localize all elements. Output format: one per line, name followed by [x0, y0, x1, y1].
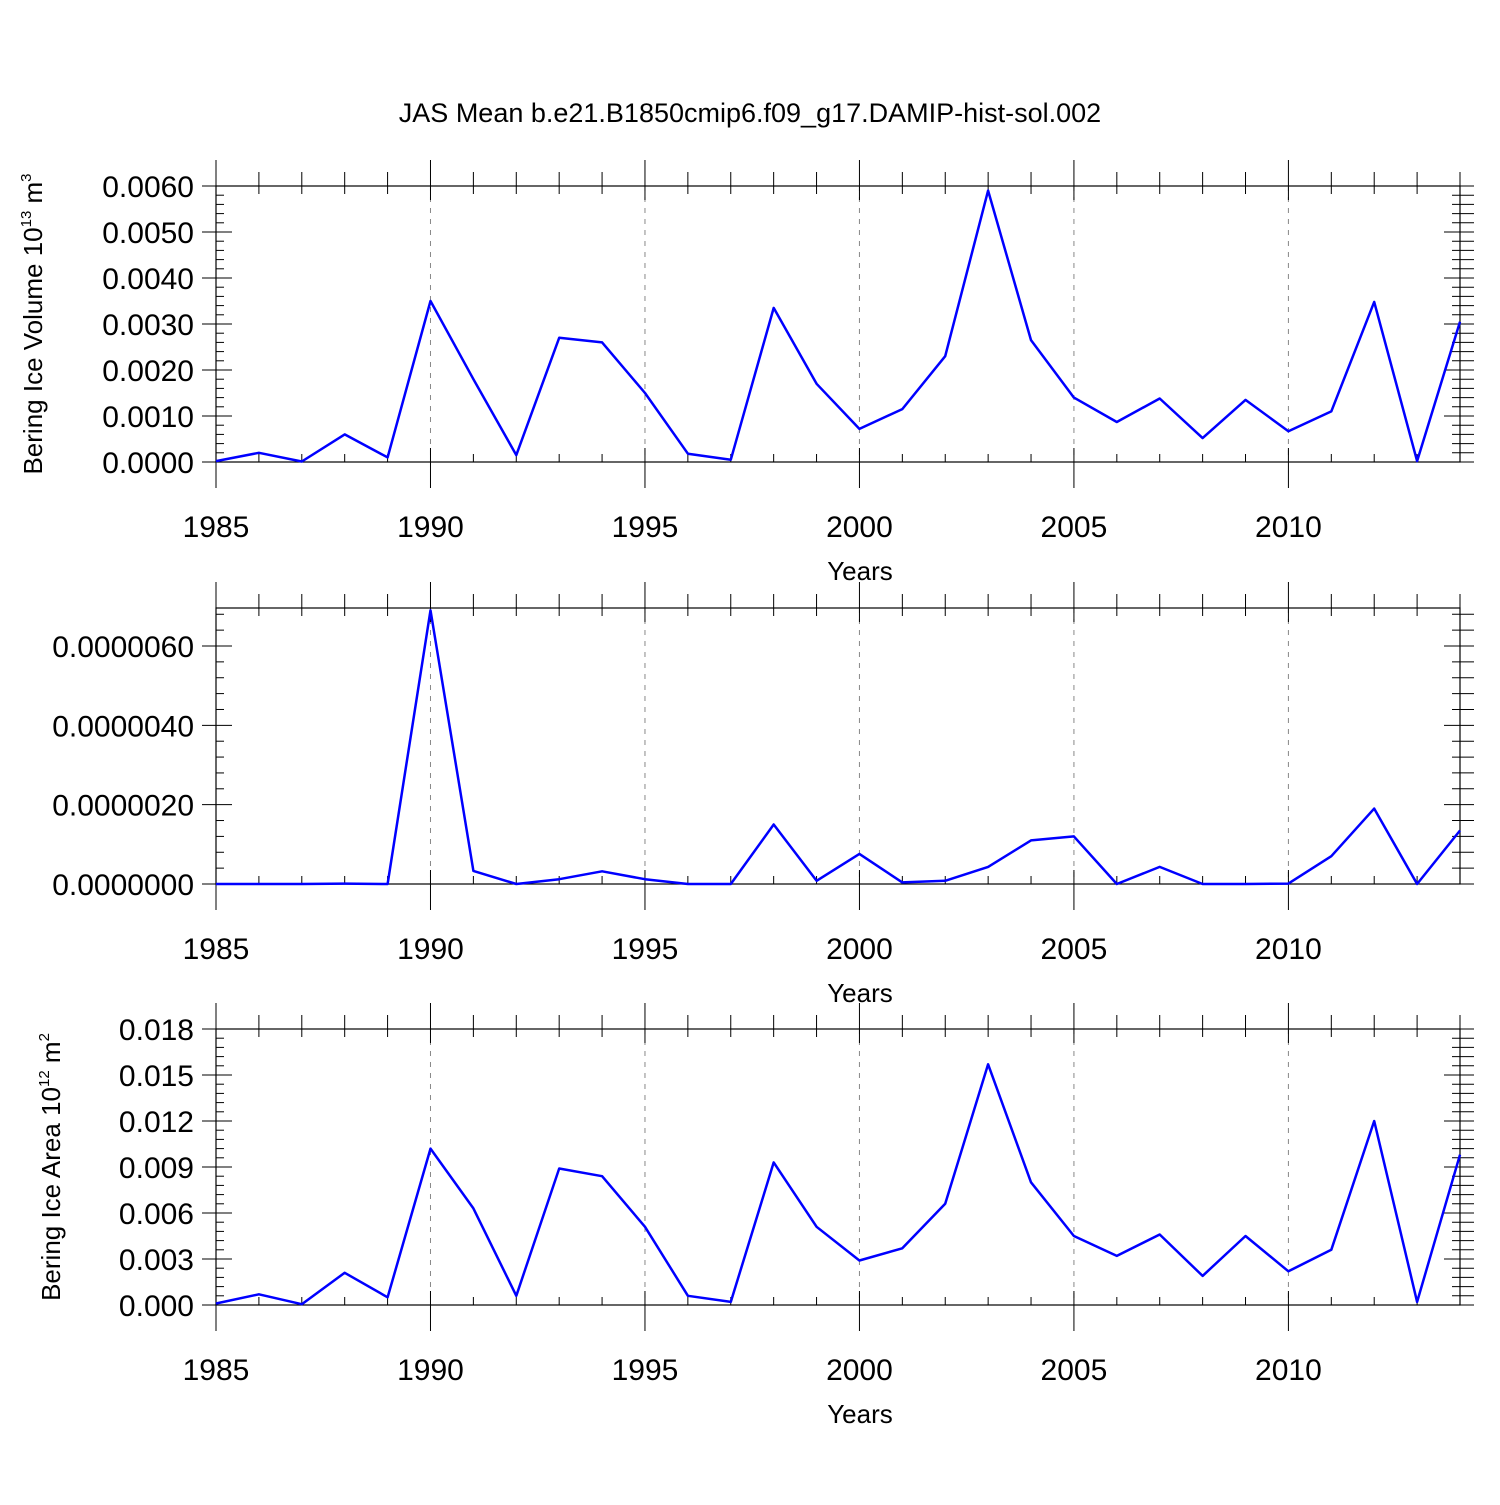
panel-3: 0.000 0.003 0.006 0.009 0.012 0.015 0.018 1985 1…: [36, 1003, 1474, 1429]
y-tick-label: 0.0000: [102, 447, 194, 480]
y-axis-title: Bering Ice Area 1012 m2: [36, 1033, 66, 1301]
y-axis-title-unit: m: [18, 182, 48, 211]
y-axis-title-exp: 12: [36, 1070, 53, 1087]
series-line: [215, 189, 1462, 463]
y-tick-label: 0.0040: [102, 263, 194, 296]
x-tick-label: 1985: [183, 1354, 250, 1387]
y-axis-title: Bering Ice Volume 1013 m3: [18, 173, 48, 474]
x-axis-title: Years: [827, 556, 893, 586]
x-tick-label: 2000: [826, 933, 893, 966]
y-tick-label: 0.0010: [102, 401, 194, 434]
y-axis-title-unit-exp: 2: [36, 1033, 53, 1041]
x-tick-label: 1995: [612, 1354, 679, 1387]
figure-title: JAS Mean b.e21.B1850cmip6.f09_g17.DAMIP-…: [399, 98, 1101, 128]
y-tick-label: 0.0000000: [52, 869, 194, 902]
y-axis-title-main: Bering Ice Area 10: [36, 1087, 66, 1301]
y-tick-label: 0.0050: [102, 217, 194, 250]
x-tick-label: 2005: [1041, 511, 1108, 544]
series-line: [216, 609, 1461, 886]
y-axis-title-main: Bering Ice Volume 10: [18, 227, 48, 474]
x-tick-label: 1990: [397, 1354, 464, 1387]
y-tick-label: 0.000: [119, 1290, 194, 1323]
x-tick-label: 1985: [183, 933, 250, 966]
x-tick-label: 2000: [826, 511, 893, 544]
x-tick-label: 1990: [397, 511, 464, 544]
series-line: [215, 1063, 1462, 1306]
y-tick-label: 0.015: [119, 1060, 194, 1093]
y-tick-label: 0.0030: [102, 309, 194, 342]
x-tick-label: 1995: [612, 511, 679, 544]
x-tick-label: 1995: [612, 933, 679, 966]
x-tick-label: 1990: [397, 933, 464, 966]
x-tick-label: 1985: [183, 511, 250, 544]
y-tick-label: 0.0000060: [52, 631, 194, 664]
x-tick-label: 2000: [826, 1354, 893, 1387]
panel-1: 0.0000 0.0010 0.0020 0.0030 0.0040 0.0050 0.00…: [18, 160, 1474, 586]
x-axis-title: Years: [827, 1399, 893, 1429]
y-axis-title-unit: m: [36, 1041, 66, 1070]
plot-frame: [215, 607, 1461, 885]
y-tick-label: 0.018: [119, 1014, 194, 1047]
panel-2: 0.0000000 0.0000020 0.0000040 0.0000060 1985…: [52, 582, 1474, 1008]
x-tick-label: 2005: [1041, 1354, 1108, 1387]
y-tick-label: 0.009: [119, 1152, 194, 1185]
x-tick-label: 2010: [1255, 511, 1322, 544]
y-axis-title-unit-exp: 3: [18, 173, 35, 181]
x-axis-title: Years: [827, 978, 893, 1008]
y-axis-title-exp: 13: [18, 211, 35, 228]
y-tick-label: 0.0060: [102, 171, 194, 204]
y-tick-label: 0.003: [119, 1244, 194, 1277]
x-tick-label: 2010: [1255, 1354, 1322, 1387]
x-tick-label: 2010: [1255, 933, 1322, 966]
y-tick-label: 0.0000040: [52, 710, 194, 743]
plot-frame: [215, 1028, 1461, 1306]
y-tick-label: 0.0000020: [52, 790, 194, 823]
y-tick-label: 0.0020: [102, 355, 194, 388]
x-tick-label: 2005: [1041, 933, 1108, 966]
y-tick-label: 0.012: [119, 1106, 194, 1139]
y-tick-label: 0.006: [119, 1198, 194, 1231]
